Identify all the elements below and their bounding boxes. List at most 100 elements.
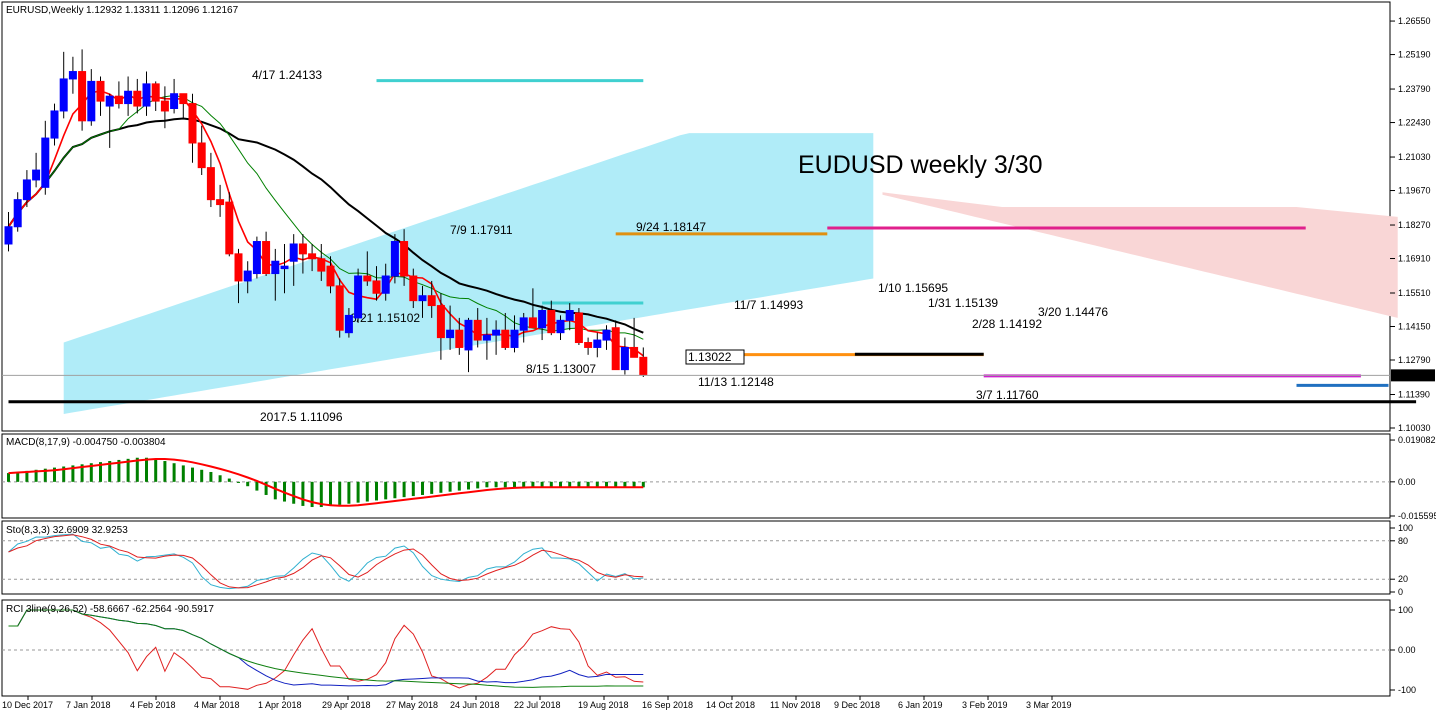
candle-body (409, 275, 418, 302)
current-price-tag (1391, 369, 1435, 382)
price-level-label: 7/9 1.17911 (450, 223, 513, 237)
candle-body (556, 319, 565, 334)
time-axis-label: 10 Dec 2017 (2, 700, 53, 710)
price-level-label: 6/21 1.15102 (350, 311, 420, 325)
time-axis-label: 22 Jul 2018 (514, 700, 561, 710)
time-axis-label: 29 Apr 2018 (322, 700, 371, 710)
price-pane: 4/17 1.24133 6/21 1.15102 7/9 1.17911 8/15 … (2, 49, 1417, 424)
candle-body (446, 329, 455, 339)
stochastic-pane (2, 533, 1390, 590)
time-axis-label: 19 Aug 2018 (578, 700, 629, 710)
candle-body (354, 275, 363, 319)
sto-k-line (8, 533, 644, 590)
price-tick-label: 1.23790 (1398, 84, 1431, 94)
sto-tick-label: 100 (1398, 523, 1413, 533)
candle-body (133, 90, 142, 107)
candle-body (602, 329, 611, 341)
rci-long-line (8, 609, 644, 688)
candle-body (96, 80, 105, 102)
sto-tick-label: 20 (1398, 574, 1408, 584)
candle-body (565, 309, 574, 321)
sto-d-line (8, 534, 644, 589)
sto-tick-label: 0 (1398, 587, 1403, 597)
candle-body (289, 243, 298, 262)
price-level-label: 9/24 1.18147 (636, 220, 706, 234)
candle-body (280, 265, 289, 270)
candle-body (87, 80, 96, 122)
price-tick-label: 1.15510 (1398, 288, 1431, 298)
candle-body (142, 83, 151, 107)
candle-body (271, 260, 280, 275)
price-level-label: 4/17 1.24133 (252, 68, 322, 82)
candle-body (335, 285, 344, 331)
candle-body (620, 346, 629, 371)
candle-body (473, 319, 482, 341)
candle-body (639, 356, 648, 376)
rci-pane (2, 609, 1390, 690)
rci-tick-label: -100 (1398, 685, 1416, 695)
price-tick-label: 1.19670 (1398, 186, 1431, 196)
price-level-label: 11/13 1.12148 (698, 375, 774, 389)
high-low-marker: 2/28 1.14192 (972, 317, 1042, 331)
time-axis-label: 27 May 2018 (386, 700, 438, 710)
price-tag-box (685, 349, 745, 365)
candle-body (630, 346, 639, 358)
candle-body (252, 241, 261, 275)
candle-body (436, 305, 445, 339)
candle-body (160, 100, 169, 112)
candle-body (197, 142, 206, 169)
price-level-label: 2017.5 1.11096 (260, 410, 343, 424)
price-level-label: 8/15 1.13007 (526, 362, 596, 376)
price-tick-label: 1.21030 (1398, 152, 1431, 162)
macd-signal-line (8, 458, 644, 507)
candle-body (427, 295, 436, 307)
candle-body (206, 167, 215, 201)
time-axis-label: 6 Jan 2019 (898, 700, 943, 710)
time-axis-label: 3 Feb 2019 (962, 700, 1008, 710)
candle-body (41, 137, 50, 188)
candle-body (519, 317, 528, 331)
price-tick-label: 1.16910 (1398, 254, 1431, 264)
candle-body (400, 241, 409, 277)
time-axis-label: 14 Oct 2018 (706, 700, 755, 710)
candle-body (501, 329, 510, 348)
candle-body (234, 253, 243, 282)
candle-body (510, 329, 519, 348)
macd-label: MACD(8,17,9) -0.004750 -0.003804 (6, 437, 166, 448)
candle-body (344, 314, 353, 334)
time-axis-label: 1 Apr 2018 (258, 700, 302, 710)
time-axis-label: 9 Dec 2018 (834, 700, 880, 710)
candle-body (105, 95, 114, 107)
candle-body (151, 83, 160, 102)
candle-body (464, 319, 473, 351)
candle-body (179, 93, 188, 105)
candle-body (574, 312, 583, 344)
candle-body (50, 110, 59, 139)
price-tick-label: 1.18270 (1398, 220, 1431, 230)
candle-body (225, 201, 234, 255)
ma-fast-line (7, 89, 644, 357)
candle-body (298, 243, 307, 255)
candle-body (611, 327, 620, 371)
candle-body (317, 258, 326, 272)
high-low-marker: 3/20 1.14476 (1038, 305, 1108, 319)
candle-body (114, 95, 123, 105)
candle-body (547, 309, 556, 334)
candle-body (326, 265, 335, 287)
candle-body (243, 270, 252, 282)
rci-label: RCI 3line(9,26,52) -58.6667 -62.2564 -90… (6, 604, 214, 615)
candle-body (170, 93, 179, 110)
time-axis-label: 4 Feb 2018 (130, 700, 176, 710)
high-low-marker: 1/31 1.15139 (928, 296, 998, 310)
price-tick-label: 1.10030 (1398, 423, 1431, 433)
rci-tick-label: 0.00 (1398, 645, 1416, 655)
time-axis-label: 16 Sep 2018 (642, 700, 693, 710)
candle-body (593, 339, 602, 348)
price-tick-label: 1.11390 (1398, 389, 1430, 399)
time-axis-label: 4 Mar 2018 (194, 700, 240, 710)
axes: 1.12167 1.26550 1.25190 1.23790 1.22430 1.210… (2, 16, 1436, 710)
chart-title: EUDUSD weekly 3/30 (798, 151, 1043, 179)
candle-body (418, 295, 427, 302)
time-axis-label: 3 Mar 2019 (1026, 700, 1072, 710)
sto-pane-frame (1, 520, 1391, 595)
